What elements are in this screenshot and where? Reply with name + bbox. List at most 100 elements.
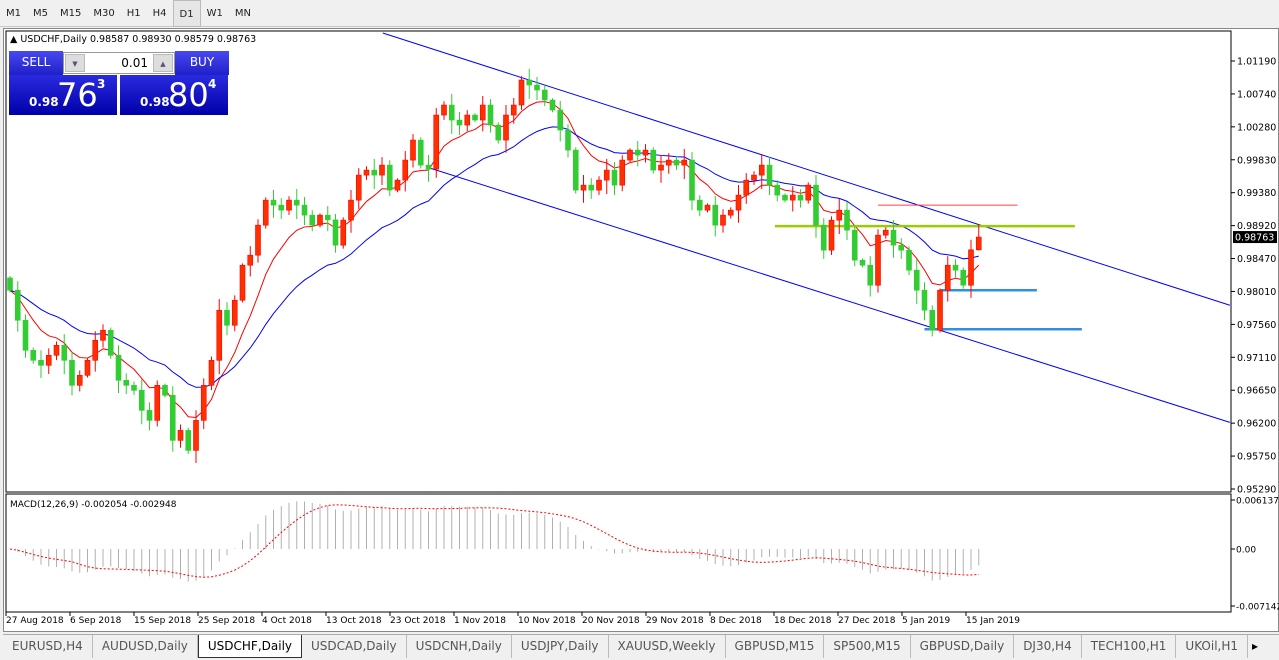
- price-tick-label: 0.98920: [1237, 221, 1276, 232]
- candle-body: [76, 375, 83, 386]
- candle-body: [596, 179, 602, 191]
- buy-button[interactable]: BUY: [175, 51, 229, 75]
- candle-body: [642, 149, 649, 156]
- timeframe-d1[interactable]: D1: [172, 0, 201, 27]
- candle-body: [262, 199, 269, 226]
- sell-button[interactable]: SELL: [9, 51, 63, 75]
- buy-price-prefix: 0.98: [140, 95, 170, 109]
- candle-body: [572, 149, 579, 191]
- candle-body: [495, 124, 502, 141]
- time-tick-label: 10 Nov 2018: [518, 616, 576, 626]
- candle-body: [797, 194, 804, 201]
- main-plot: [7, 32, 1231, 464]
- candle-body: [735, 194, 742, 211]
- price-tick-label: 1.01190: [1237, 57, 1276, 68]
- price-tick-label: 0.99380: [1237, 188, 1276, 199]
- candle-body: [758, 164, 765, 176]
- candle-body: [813, 184, 819, 226]
- tab-ukoil-h1[interactable]: UKOil,H1: [1176, 635, 1249, 658]
- timeframe-m5[interactable]: M5: [33, 8, 48, 19]
- candle-body: [7, 277, 13, 291]
- tab-usdcnh-daily[interactable]: USDCNH,Daily: [407, 635, 512, 658]
- chart-title: ▲ USDCHF,Daily 0.98587 0.98930 0.98579 0…: [10, 34, 256, 45]
- timeframe-mn[interactable]: MN: [234, 8, 251, 19]
- tab-usdjpy-daily[interactable]: USDJPY,Daily: [512, 635, 609, 658]
- price-tick-label: 1.00280: [1237, 122, 1276, 133]
- candle-body: [417, 139, 424, 166]
- timeframe-m1[interactable]: M1: [6, 8, 21, 19]
- tab-dj30-h4[interactable]: DJ30,H4: [1014, 635, 1082, 658]
- candle-body: [774, 184, 781, 196]
- sell-price-pip: 3: [97, 77, 106, 91]
- candle-body: [820, 224, 827, 251]
- timeframe-m15[interactable]: M15: [60, 8, 82, 19]
- timeframe-h4[interactable]: H4: [152, 8, 167, 19]
- candle-body: [100, 329, 106, 341]
- price-tick-label: 0.99830: [1237, 155, 1276, 166]
- candle-body: [743, 179, 750, 196]
- candle-body: [603, 169, 610, 181]
- price-tick-label: 0.95290: [1237, 485, 1276, 496]
- time-tick-label: 13 Oct 2018: [326, 616, 382, 626]
- candle-body: [433, 114, 440, 170]
- tab-sp500-m15[interactable]: SP500,M15: [824, 635, 911, 658]
- lot-value[interactable]: 0.01: [121, 56, 148, 70]
- candle-body: [363, 169, 370, 176]
- timeframe-h1[interactable]: H1: [126, 8, 141, 19]
- candle-body: [224, 309, 230, 326]
- time-tick-label: 4 Oct 2018: [262, 616, 312, 626]
- tab-xauusd-weekly[interactable]: XAUUSD,Weekly: [609, 635, 726, 658]
- candle-body: [828, 219, 835, 251]
- candle-body: [944, 264, 951, 291]
- candle-body: [937, 289, 943, 331]
- tabs-scroll-right-icon[interactable]: ▸: [1252, 639, 1259, 653]
- candle-body: [510, 104, 517, 116]
- macd-plot-frame: [5, 493, 1232, 613]
- slow-moving-average: [9, 126, 979, 388]
- tab-audusd-daily[interactable]: AUDUSD,Daily: [93, 635, 198, 658]
- time-tick-label: 8 Dec 2018: [710, 616, 762, 626]
- tab-usdchf-daily[interactable]: USDCHF,Daily: [197, 635, 303, 658]
- macd-label: MACD(12,26,9) -0.002054 -0.002948: [10, 500, 177, 510]
- candle-body: [216, 309, 223, 361]
- candle-body: [952, 264, 959, 271]
- candle-body: [859, 259, 866, 266]
- time-tick-label: 1 Nov 2018: [454, 616, 506, 626]
- candle-body: [115, 355, 122, 381]
- time-tick-label: 6 Sep 2018: [70, 616, 122, 626]
- candle-body: [38, 360, 44, 366]
- lot-increase-icon[interactable]: ▲: [153, 54, 173, 72]
- one-click-trading-panel: SELL ▼ 0.01 ▲ BUY 0.98 76 3 0.98 80 4: [9, 51, 229, 115]
- timeframe-m30[interactable]: M30: [93, 8, 115, 19]
- tab-gbpusd-m15[interactable]: GBPUSD,M15: [726, 635, 825, 658]
- tab-gbpusd-daily[interactable]: GBPUSD,Daily: [911, 635, 1015, 658]
- timeframe-w1[interactable]: W1: [206, 8, 223, 19]
- candle-body: [22, 319, 29, 351]
- time-tick-label: 29 Nov 2018: [646, 616, 704, 626]
- lot-size-input[interactable]: ▼ 0.01 ▲: [63, 52, 175, 74]
- buy-price[interactable]: 0.98 80 4: [120, 75, 228, 115]
- candle-body: [503, 114, 509, 141]
- candle-body: [348, 199, 354, 221]
- current-price-label: 0.98763: [1235, 233, 1274, 244]
- time-tick-label: 25 Sep 2018: [198, 616, 255, 626]
- sell-price[interactable]: 0.98 76 3: [9, 75, 117, 115]
- candle-body: [720, 214, 726, 226]
- tab-eurusd-h4[interactable]: EURUSD,H4: [3, 635, 93, 658]
- tab-tech100-h1[interactable]: TECH100,H1: [1082, 635, 1177, 658]
- lot-decrease-icon[interactable]: ▼: [65, 54, 85, 72]
- candle-body: [394, 179, 401, 191]
- candle-body: [751, 174, 757, 181]
- candle-body: [611, 169, 618, 186]
- candle-body: [131, 385, 137, 391]
- price-tick-label: 0.97560: [1237, 320, 1276, 331]
- collapse-triangle-icon[interactable]: ▲: [10, 34, 18, 45]
- tab-usdcad-daily[interactable]: USDCAD,Daily: [302, 635, 407, 658]
- candle-body: [727, 209, 734, 216]
- candle-body: [921, 289, 928, 311]
- candle-body: [913, 269, 920, 291]
- candle-body: [929, 309, 936, 331]
- candle-body: [665, 159, 672, 166]
- macd-tick-label: 0.00: [1236, 546, 1256, 556]
